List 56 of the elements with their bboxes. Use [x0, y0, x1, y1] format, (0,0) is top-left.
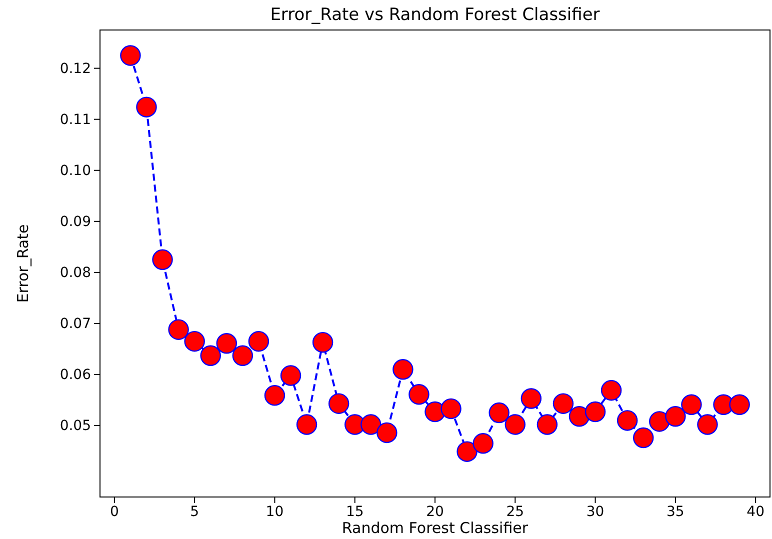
point — [729, 394, 750, 415]
point — [296, 414, 318, 435]
y-tick-label: 0.10 — [60, 162, 91, 179]
x-tick-label: 35 — [666, 504, 684, 520]
point — [633, 427, 654, 448]
point — [376, 422, 398, 444]
point — [280, 365, 302, 386]
x-tick-label: 10 — [266, 504, 284, 520]
point — [568, 406, 590, 427]
point — [472, 433, 494, 454]
point — [440, 398, 462, 420]
x-tick-label: 0 — [110, 504, 119, 520]
point — [600, 380, 622, 401]
x-tick-label: 25 — [506, 504, 524, 520]
y-tick-label: 0.07 — [60, 316, 91, 332]
y-tick-label: 0.05 — [60, 418, 91, 434]
point — [152, 249, 173, 270]
point — [697, 414, 718, 435]
point — [328, 393, 350, 414]
point — [120, 45, 141, 66]
point — [264, 385, 286, 406]
point — [392, 359, 414, 380]
point — [200, 345, 221, 366]
x-tick-label: 5 — [190, 504, 200, 520]
point — [504, 414, 526, 435]
y-tick-label: 0.08 — [60, 264, 91, 281]
y-tick-label: 0.11 — [60, 112, 91, 128]
x-tick-label: 40 — [746, 504, 764, 520]
y-axis-title: Error_Rate — [14, 224, 32, 303]
point — [488, 402, 510, 424]
x-tick-label: 15 — [346, 504, 364, 520]
point — [616, 410, 638, 431]
point — [232, 345, 254, 366]
chart-title: Error_Rate vs Random Forest Classifier — [270, 5, 600, 25]
point — [168, 319, 189, 340]
point — [536, 414, 558, 435]
point — [681, 394, 702, 415]
point — [520, 388, 542, 409]
point — [184, 330, 205, 352]
point — [136, 96, 157, 118]
point — [312, 332, 334, 353]
x-axis-title: Random Forest Classifier — [342, 519, 529, 537]
point — [649, 411, 670, 432]
point — [248, 330, 270, 352]
y-tick-label: 0.06 — [60, 366, 92, 383]
point — [360, 414, 382, 435]
x-tick-label: 20 — [426, 504, 444, 520]
y-tick-label: 0.12 — [60, 60, 91, 77]
point — [665, 406, 686, 427]
point — [456, 441, 478, 462]
point — [552, 393, 574, 414]
point — [584, 401, 606, 422]
y-tick-label: 0.09 — [60, 214, 91, 230]
x-tick-label: 30 — [586, 504, 604, 520]
point — [216, 333, 237, 354]
point — [408, 384, 430, 405]
